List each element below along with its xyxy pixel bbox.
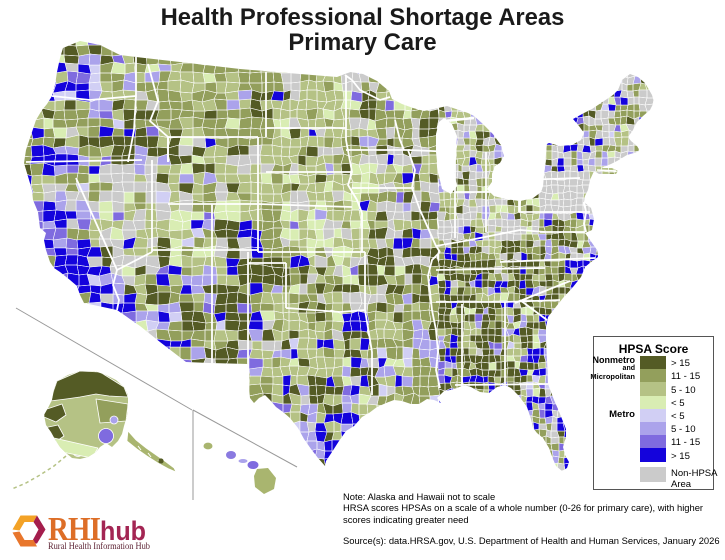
svg-text:hub: hub [100, 516, 146, 546]
svg-text:Rural Health Information Hub: Rural Health Information Hub [48, 541, 150, 551]
svg-text:RHI: RHI [48, 511, 101, 548]
